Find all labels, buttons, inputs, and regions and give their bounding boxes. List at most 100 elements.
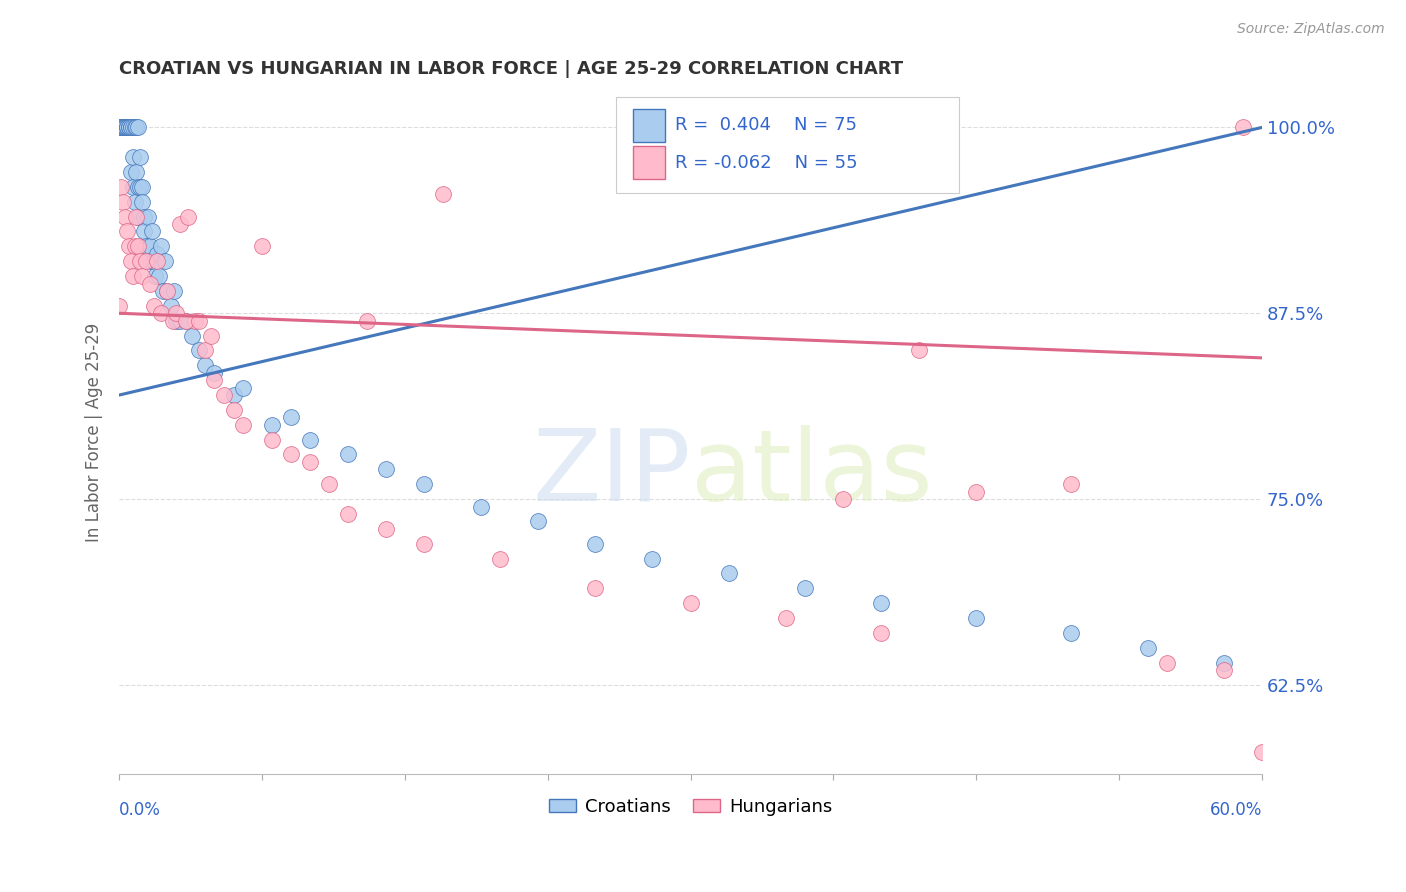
Point bbox=[142, 299, 165, 313]
Point bbox=[132, 210, 155, 224]
Y-axis label: In Labor Force | Age 25-29: In Labor Force | Age 25-29 bbox=[86, 323, 103, 541]
Point bbox=[165, 306, 187, 320]
Point bbox=[118, 120, 141, 135]
Point bbox=[156, 284, 179, 298]
Point bbox=[174, 314, 197, 328]
Point bbox=[115, 120, 138, 135]
Point bbox=[124, 239, 146, 253]
Point bbox=[110, 120, 132, 135]
Point bbox=[200, 328, 222, 343]
Point bbox=[583, 582, 606, 596]
Point bbox=[717, 566, 740, 581]
Point bbox=[298, 433, 321, 447]
Point bbox=[679, 596, 702, 610]
Point bbox=[131, 180, 153, 194]
Point bbox=[152, 284, 174, 298]
Point bbox=[142, 254, 165, 268]
Point bbox=[1251, 745, 1274, 759]
Point bbox=[112, 120, 135, 135]
Point bbox=[110, 180, 132, 194]
Point bbox=[169, 314, 191, 328]
Point bbox=[583, 537, 606, 551]
Text: atlas: atlas bbox=[690, 425, 932, 522]
Point bbox=[125, 210, 148, 224]
Point bbox=[1156, 656, 1178, 670]
Point bbox=[527, 515, 550, 529]
Point bbox=[136, 210, 159, 224]
Point bbox=[162, 314, 184, 328]
Point bbox=[1212, 656, 1234, 670]
Text: ZIP: ZIP bbox=[533, 425, 690, 522]
Point bbox=[132, 225, 155, 239]
Point bbox=[336, 448, 359, 462]
Point bbox=[124, 194, 146, 209]
Point bbox=[112, 120, 135, 135]
Point bbox=[965, 611, 987, 625]
Point bbox=[250, 239, 273, 253]
Point bbox=[908, 343, 931, 358]
Point bbox=[1136, 640, 1159, 655]
Point bbox=[204, 366, 226, 380]
Point bbox=[163, 284, 186, 298]
Point bbox=[118, 120, 141, 135]
Point bbox=[139, 254, 162, 268]
Point bbox=[148, 269, 170, 284]
Point bbox=[793, 582, 815, 596]
Point bbox=[432, 187, 454, 202]
Point bbox=[120, 165, 142, 179]
Point bbox=[470, 500, 492, 514]
Point bbox=[1212, 663, 1234, 677]
Point bbox=[150, 239, 173, 253]
Point bbox=[112, 194, 135, 209]
Point bbox=[232, 381, 254, 395]
Point bbox=[129, 150, 152, 164]
Point bbox=[165, 314, 187, 328]
Point bbox=[120, 254, 142, 268]
Point bbox=[114, 120, 136, 135]
Point bbox=[832, 492, 855, 507]
Point bbox=[121, 180, 143, 194]
Point bbox=[318, 477, 340, 491]
Point bbox=[775, 611, 797, 625]
Point bbox=[121, 120, 143, 135]
Point bbox=[139, 239, 162, 253]
Point bbox=[1060, 477, 1083, 491]
Point bbox=[222, 388, 245, 402]
Point bbox=[188, 314, 211, 328]
Point bbox=[115, 120, 138, 135]
Point bbox=[125, 165, 148, 179]
Point bbox=[194, 359, 217, 373]
Point bbox=[1232, 120, 1254, 135]
Point bbox=[129, 180, 152, 194]
Point bbox=[135, 254, 157, 268]
Point bbox=[108, 120, 131, 135]
Point bbox=[145, 269, 167, 284]
Point bbox=[280, 410, 302, 425]
Point bbox=[222, 403, 245, 417]
Point bbox=[121, 150, 143, 164]
Point bbox=[336, 507, 359, 521]
Point bbox=[169, 217, 191, 231]
Text: R = -0.062    N = 55: R = -0.062 N = 55 bbox=[675, 153, 858, 172]
Point bbox=[280, 448, 302, 462]
Point bbox=[870, 626, 893, 640]
Text: Source: ZipAtlas.com: Source: ZipAtlas.com bbox=[1237, 22, 1385, 37]
Point bbox=[115, 120, 138, 135]
FancyBboxPatch shape bbox=[634, 146, 665, 179]
Point bbox=[125, 120, 148, 135]
Point bbox=[114, 120, 136, 135]
Text: CROATIAN VS HUNGARIAN IN LABOR FORCE | AGE 25-29 CORRELATION CHART: CROATIAN VS HUNGARIAN IN LABOR FORCE | A… bbox=[120, 60, 904, 78]
Point bbox=[127, 210, 149, 224]
Point bbox=[159, 299, 181, 313]
FancyBboxPatch shape bbox=[634, 109, 665, 142]
Point bbox=[120, 120, 142, 135]
Point bbox=[260, 417, 283, 432]
Point bbox=[131, 194, 153, 209]
Point bbox=[1060, 626, 1083, 640]
Point bbox=[146, 247, 169, 261]
Point bbox=[965, 484, 987, 499]
Point bbox=[204, 373, 226, 387]
Point bbox=[118, 120, 141, 135]
Point bbox=[174, 314, 197, 328]
Point bbox=[127, 239, 149, 253]
